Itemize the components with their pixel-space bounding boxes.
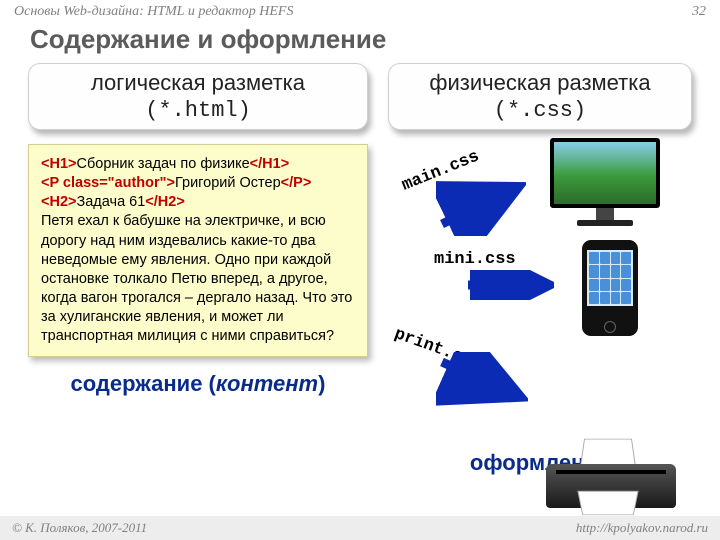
code-box: <H1>Сборник задач по физике</H1> <P clas… — [28, 144, 368, 357]
tag-h1-close: </H1> — [250, 156, 290, 172]
label-content: содержание (контент) — [28, 371, 368, 397]
pill-html-label: логическая разметка — [91, 70, 305, 95]
tag-p-open: <P class="author"> — [41, 175, 175, 191]
device-monitor — [550, 138, 660, 226]
slide-footer: © К. Поляков, 2007-2011 http://kpolyakov… — [0, 516, 720, 540]
column-right: физическая разметка (*.css) main.css min… — [388, 63, 692, 476]
code-body: Петя ехал к бабушке на электричке, и всю… — [41, 213, 352, 344]
code-text-1: Сборник задач по физике — [76, 156, 249, 172]
tag-h1-open: <H1> — [41, 156, 76, 172]
device-printer — [546, 456, 676, 516]
pill-css-ext: (*.css) — [494, 98, 586, 123]
pill-css: физическая разметка (*.css) — [388, 63, 692, 130]
slide-title: Содержание и оформление — [0, 22, 720, 63]
footer-left: © К. Поляков, 2007-2011 — [12, 520, 147, 536]
label-mini-css: mini.css — [434, 250, 516, 269]
slide-header: Основы Web-дизайна: HTML и редактор HEFS… — [0, 0, 720, 22]
tag-p-close: </P> — [281, 175, 312, 191]
code-text-2: Григорий Остер — [175, 175, 281, 191]
pill-html: логическая разметка (*.html) — [28, 63, 368, 130]
arrow-print-icon — [436, 352, 528, 408]
page-number: 32 — [692, 4, 706, 20]
pill-html-ext: (*.html) — [145, 98, 251, 123]
header-left: Основы Web-дизайна: HTML и редактор HEFS — [14, 4, 293, 20]
code-text-3: Задача 61 — [76, 194, 145, 210]
column-left: логическая разметка (*.html) <H1>Сборник… — [28, 63, 368, 476]
tag-h2-open: <H2> — [41, 194, 76, 210]
footer-right: http://kpolyakov.narod.ru — [576, 520, 708, 536]
pill-css-label: физическая разметка — [429, 70, 650, 95]
arrow-mini-icon — [464, 270, 554, 300]
content-area: логическая разметка (*.html) <H1>Сборник… — [0, 63, 720, 476]
device-phone — [582, 240, 638, 336]
arrow-main-icon — [436, 180, 526, 236]
css-diagram: main.css mini.css — [388, 144, 692, 444]
tag-h2-close: </H2> — [145, 194, 185, 210]
